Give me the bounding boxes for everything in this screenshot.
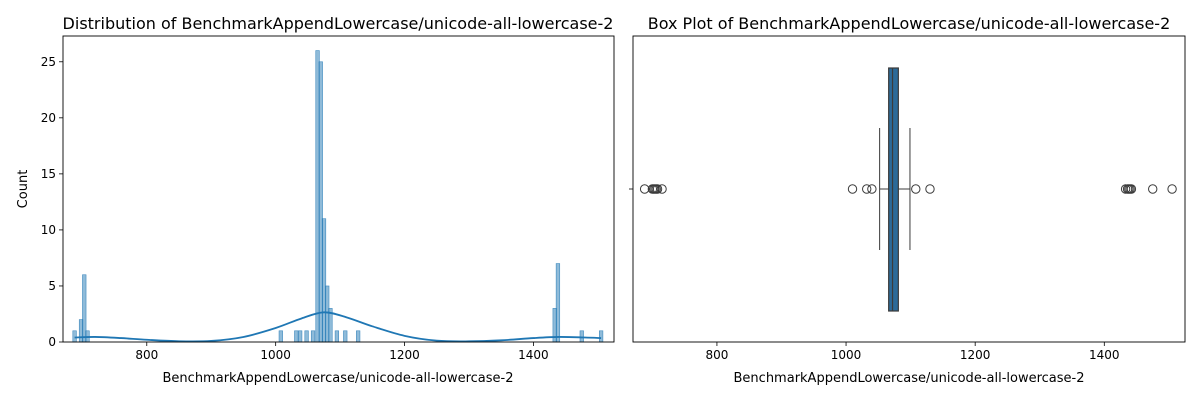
box-iqr	[888, 67, 899, 312]
hist-bar	[294, 330, 299, 343]
hist-bar	[599, 330, 604, 343]
hist-ytick-label: 20	[41, 111, 56, 125]
hist-bar	[298, 330, 303, 343]
hist-bar	[356, 330, 361, 343]
hist-bar	[555, 263, 561, 343]
hist-ylabel: Count	[16, 170, 31, 209]
hist-bar	[278, 330, 283, 343]
hist-bar	[334, 330, 339, 343]
box-xtick-label: 1400	[1089, 348, 1120, 362]
box-xtick-label: 1000	[831, 348, 862, 362]
box-outlier	[657, 184, 667, 194]
hist-bar	[579, 330, 584, 343]
hist-bar	[343, 330, 348, 343]
hist-frame	[62, 35, 615, 343]
box-xlabel: BenchmarkAppendLowercase/unicode-all-low…	[734, 371, 1085, 386]
box-title: Box Plot of BenchmarkAppendLowercase/uni…	[648, 14, 1171, 33]
hist-xlabel: BenchmarkAppendLowercase/unicode-all-low…	[163, 371, 514, 386]
hist-xtick-label: 1000	[260, 348, 291, 362]
box-outlier	[652, 184, 663, 194]
hist-ytick-label: 5	[48, 279, 56, 293]
hist-ytick-label: 15	[41, 167, 56, 181]
box-outlier	[911, 184, 921, 194]
box-outlier	[925, 184, 935, 194]
box-outlier	[862, 184, 872, 194]
box-outlier	[1167, 184, 1177, 194]
box-outlier	[1148, 184, 1158, 194]
hist-title: Distribution of BenchmarkAppendLowercase…	[63, 14, 614, 33]
hist-ticks: 800 1000 1200 1400 0 5 10 15 20 25	[41, 55, 549, 362]
hist-xtick-label: 1200	[389, 348, 420, 362]
box-xtick-label: 800	[705, 348, 728, 362]
hist-xtick-label: 800	[135, 348, 158, 362]
hist-kde-line	[74, 311, 602, 343]
box-frame	[632, 35, 1186, 343]
hist-ytick-label: 25	[41, 55, 56, 69]
hist-ytick-label: 0	[48, 335, 56, 349]
box-outlier	[1126, 184, 1137, 194]
box-outlier	[867, 184, 877, 194]
hist-bar	[310, 330, 316, 343]
hist-bar	[72, 330, 77, 343]
box-xtick-label: 1200	[960, 348, 991, 362]
hist-ytick-label: 10	[41, 223, 56, 237]
hist-xtick-label: 1400	[518, 348, 549, 362]
hist-bar	[304, 330, 309, 343]
box-outlier	[639, 184, 650, 194]
box-ticks: 800 1000 1200 1400	[629, 188, 1120, 362]
hist-bars	[72, 50, 604, 343]
box-outlier	[847, 184, 858, 194]
box-plot	[639, 67, 1177, 312]
